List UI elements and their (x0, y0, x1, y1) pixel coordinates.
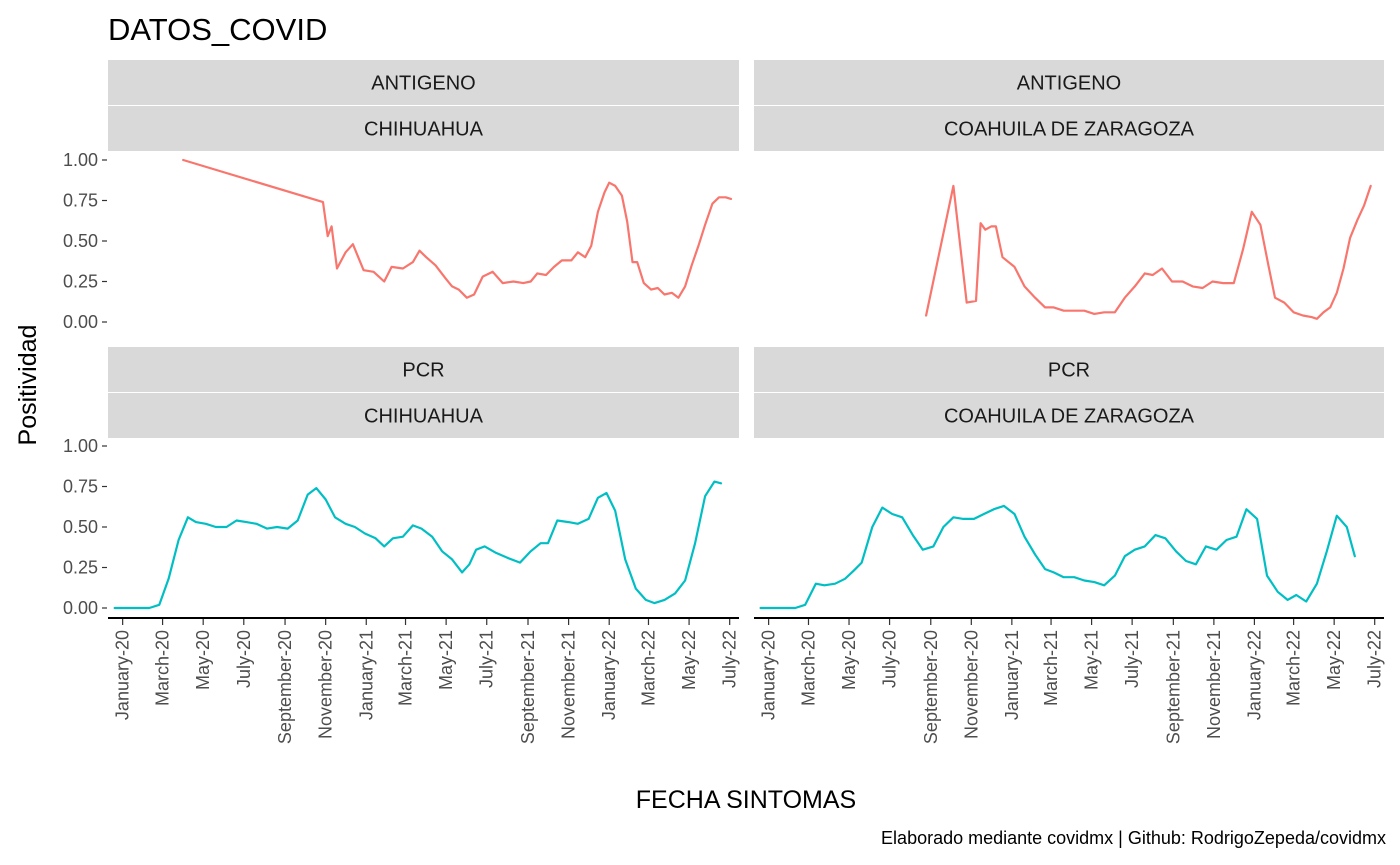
x-tick-label: January-22 (1244, 630, 1264, 720)
y-tick-label: 0.25 (63, 558, 98, 578)
y-tick-label: 0.75 (63, 477, 98, 497)
x-tick-label: September-20 (275, 630, 295, 744)
x-axis-title: FECHA SINTOMAS (636, 786, 856, 814)
x-tick-label: September-21 (1163, 630, 1183, 744)
panel-antigeno-right: ANTIGENO COAHUILA DE ZARAGOZA (754, 60, 1384, 320)
strip-top-pcr-left (108, 347, 739, 392)
x-tick-label: September-21 (518, 630, 538, 744)
x-tick-label: September-20 (921, 630, 941, 744)
x-tick-label: May-21 (436, 630, 456, 690)
x-tick-label: July-21 (477, 630, 497, 688)
x-tick-label: March-20 (798, 630, 818, 706)
y-tick-label: 1.00 (63, 436, 98, 456)
x-tick-label: July-22 (720, 630, 740, 688)
y-tick-label: 0.00 (63, 598, 98, 618)
series-line-pcr-right (759, 504, 1356, 610)
x-tick-label: July-22 (1365, 630, 1385, 688)
y-tick-label: 0.75 (63, 191, 98, 211)
strip-label-test-pcr-left: PCR (402, 360, 444, 382)
strip-bottom-pcr-right (754, 393, 1384, 438)
panel-antigeno-left: ANTIGENO CHIHUAHUA 0.00 0.25 0.50 0.75 1.00 (63, 60, 739, 332)
x-tick-label: January-21 (356, 630, 376, 720)
x-tick-label: March-22 (638, 630, 658, 706)
x-tick-label: November-20 (961, 630, 981, 739)
x-tick-label: May-20 (839, 630, 859, 690)
strip-label-state-pcr-left: CHIHUAHUA (364, 406, 484, 428)
x-tick-label: November-20 (316, 630, 336, 739)
x-tick-label: May-21 (1082, 630, 1102, 690)
y-tick-label: 1.00 (63, 150, 98, 170)
strip-label-test-pcr-right: PCR (1048, 360, 1090, 382)
strip-bottom-pcr-left (108, 393, 739, 438)
caption: Elaborado mediante covidmx | Github: Rod… (881, 828, 1386, 848)
strip-bottom-antigeno-right (754, 106, 1384, 151)
y-tick-label: 0.50 (63, 517, 98, 537)
x-tick-label: March-21 (1041, 630, 1061, 706)
x-tick-label: May-20 (193, 630, 213, 690)
x-tick-label: November-21 (559, 630, 579, 739)
x-tick-label: March-22 (1284, 630, 1304, 706)
x-tick-label: January-22 (599, 630, 619, 720)
x-tick-label: January-21 (1002, 630, 1022, 720)
x-tick-label: January-20 (759, 630, 779, 720)
x-tick-label: May-22 (679, 630, 699, 690)
series-line-pcr-left (113, 480, 723, 610)
x-tick-label: July-20 (880, 630, 900, 688)
x-tick-label: July-21 (1122, 630, 1142, 688)
series-line-antigeno-right (924, 184, 1372, 320)
series-line-antigeno-left (182, 158, 733, 299)
strip-label-state-antigeno-right: COAHUILA DE ZARAGOZA (944, 119, 1195, 141)
y-tick-label: 0.00 (63, 312, 98, 332)
strip-label-test-antigeno-left: ANTIGENO (371, 73, 475, 95)
x-tick-label: July-20 (234, 630, 254, 688)
strip-top-antigeno-right (754, 60, 1384, 105)
y-tick-label: 0.50 (63, 231, 98, 251)
strip-label-state-antigeno-left: CHIHUAHUA (364, 119, 484, 141)
x-tick-label: January-20 (113, 630, 133, 720)
chart-title: DATOS_COVID (108, 12, 327, 47)
strip-label-test-antigeno-right: ANTIGENO (1017, 73, 1121, 95)
facet-panels: ANTIGENOCHIHUAHUA0.000.250.500.751.00ANT… (63, 60, 1385, 744)
x-tick-label: May-22 (1324, 630, 1344, 690)
strip-label-state-pcr-right: COAHUILA DE ZARAGOZA (944, 406, 1195, 428)
panel-pcr-left: PCR CHIHUAHUA 0.00 0.25 0.50 0.75 1.00 January-… (63, 347, 740, 744)
x-tick-label: November-21 (1204, 630, 1224, 739)
y-tick-label: 0.25 (63, 272, 98, 292)
y-axis-title: Positividad (14, 325, 42, 446)
x-tick-label: March-20 (153, 630, 173, 706)
x-tick-label: March-21 (396, 630, 416, 706)
strip-top-antigeno-left (108, 60, 739, 105)
panel-pcr-right: PCR COAHUILA DE ZARAGOZA January-20 March-2… (754, 347, 1385, 744)
strip-top-pcr-right (754, 347, 1384, 392)
strip-bottom-antigeno-left (108, 106, 739, 151)
